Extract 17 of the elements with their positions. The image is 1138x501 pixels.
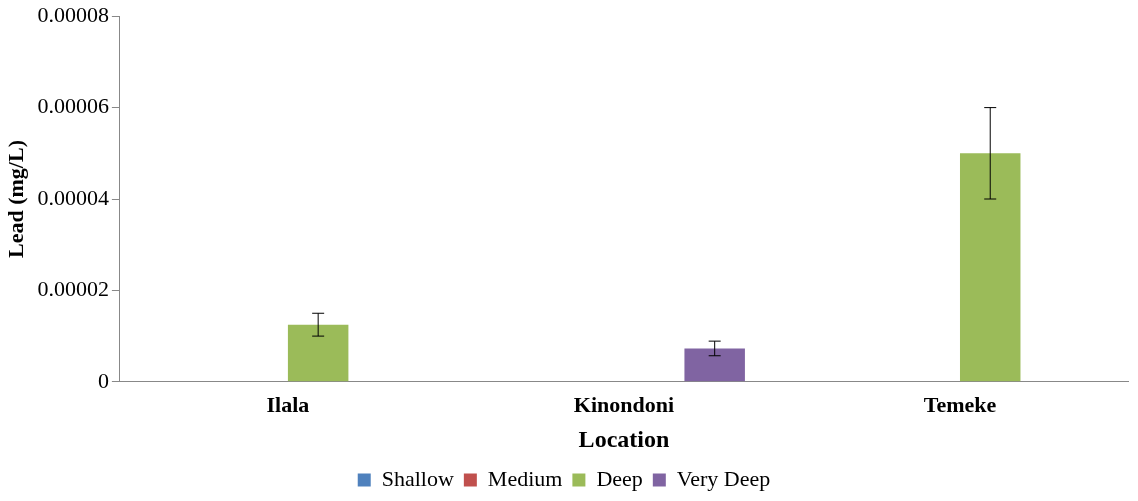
x-tick-label: Kinondoni bbox=[573, 391, 675, 417]
bar bbox=[684, 348, 745, 382]
bar bbox=[287, 324, 349, 382]
bar bbox=[959, 153, 1021, 382]
y-tick-label: 0.00008 bbox=[37, 1, 109, 27]
x-axis-title: Location bbox=[578, 425, 670, 452]
y-tick-label: 0.00002 bbox=[37, 276, 109, 302]
x-tick-label: Temeke bbox=[923, 391, 997, 417]
y-tick-label: 0.00006 bbox=[37, 93, 109, 119]
legend-label: Deep bbox=[596, 465, 643, 491]
legend-label: Shallow bbox=[381, 465, 454, 491]
x-tick-label: Ilala bbox=[266, 391, 310, 417]
y-tick-label: 0.00004 bbox=[37, 184, 109, 210]
legend-label: Medium bbox=[487, 465, 563, 491]
legend-label: Very Deep bbox=[676, 465, 771, 491]
y-tick-label: 0 bbox=[97, 367, 109, 393]
y-axis-title: Lead (mg/L) bbox=[2, 140, 28, 258]
